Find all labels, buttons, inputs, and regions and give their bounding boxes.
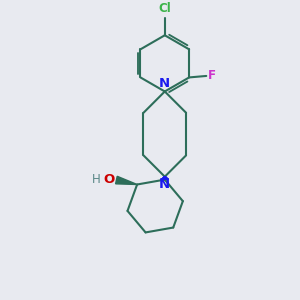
Text: F: F — [208, 69, 216, 82]
Text: N: N — [159, 178, 170, 191]
Text: Cl: Cl — [158, 2, 171, 16]
Text: O: O — [104, 173, 115, 186]
Text: H: H — [92, 173, 101, 186]
Polygon shape — [116, 176, 137, 184]
Text: N: N — [159, 77, 170, 90]
